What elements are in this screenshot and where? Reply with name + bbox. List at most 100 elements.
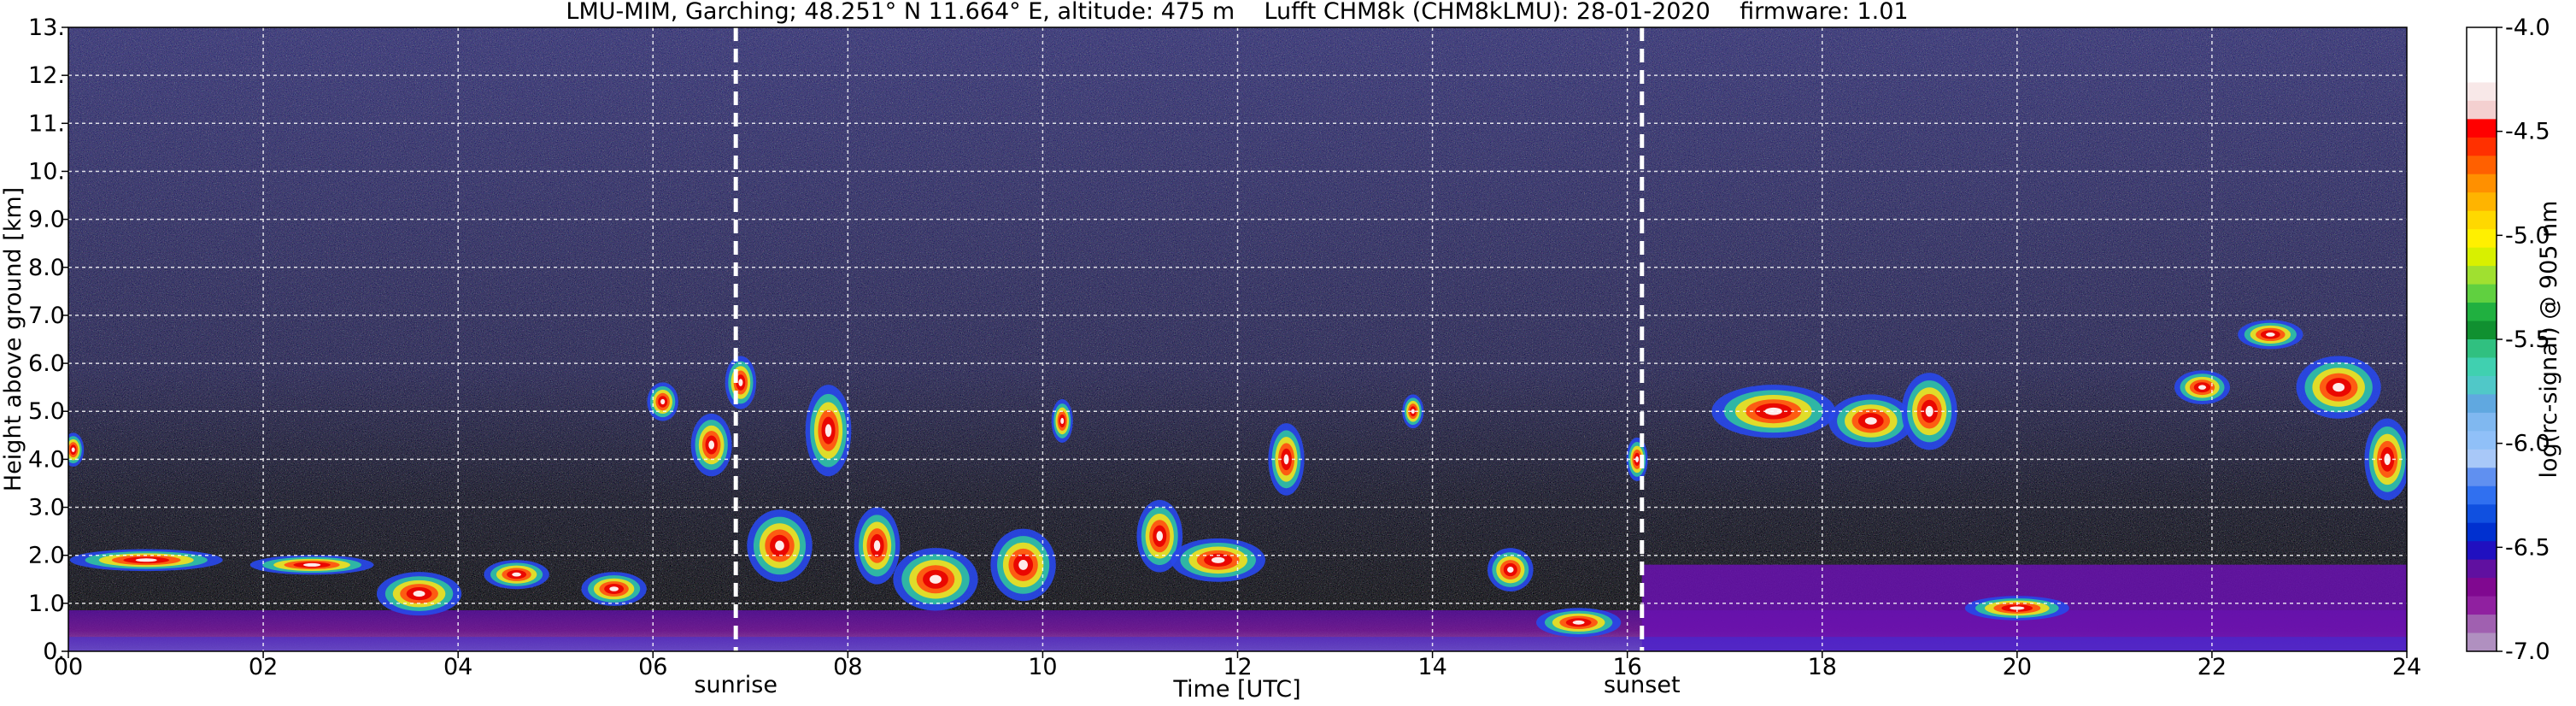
cloud-feature [2238,320,2303,350]
cloud-feature [893,548,978,611]
cloud-shade [1635,456,1640,462]
cloud-feature [68,432,85,467]
colorbar-segment [2467,468,2497,487]
cloud-feature [1488,548,1534,591]
colorbar-segment [2467,357,2497,377]
cloud-feature [990,528,1056,602]
colorbar-segment [2467,431,2497,450]
cloud-shade [609,586,619,591]
colorbar-segment [2467,615,2497,634]
cloud-feature [647,382,678,421]
colorbar-tick-label: -4.5 [2505,119,2550,145]
cloud-feature [2296,356,2381,419]
y-tick-label: 12. [28,62,65,89]
cloud-feature [1136,499,1183,573]
colorbar-tick-label: -4.0 [2505,15,2550,41]
cloud-feature [1051,399,1073,443]
cloud-shade [1018,560,1028,570]
cloud-shade [2010,606,2025,610]
y-tick-label: 9.0 [28,207,65,233]
colorbar-segment [2467,247,2497,267]
colorbar-segment [2467,174,2497,193]
x-tick-label: 04 [443,654,472,680]
sunrise-label: sunrise [694,672,777,698]
cloud-shade [660,398,666,405]
cloud-feature [1828,394,1914,448]
y-tick-label: 11. [28,110,65,137]
cloud-shade [71,447,75,452]
cloud-shade [1864,417,1877,425]
cloud-shade [135,558,157,562]
cloud-shade [2198,385,2207,390]
colorbar-segment [2467,137,2497,156]
x-tick-label: 14 [1417,654,1446,680]
cloud-shade [413,591,425,597]
x-tick-label: 16 [1612,654,1641,680]
cloud-feature [690,413,732,477]
colorbar-segment [2467,210,2497,230]
colorbar-segment [2467,266,2497,285]
colorbar-segment [2467,119,2497,138]
y-tick-label: 3.0 [28,495,65,521]
colorbar-segment [2467,578,2497,597]
x-tick-label: 02 [249,654,278,680]
cloud-shade [1507,566,1514,574]
cloud-feature [1171,538,1266,582]
colorbar-tick-label: -6.5 [2505,534,2550,561]
colorbar-segment [2467,596,2497,615]
x-tick-label: 12 [1223,654,1252,680]
cloud-shade [1572,620,1585,625]
cloud-shade [2265,332,2275,337]
colorbar-tick-label: -6.0 [2505,431,2550,457]
x-tick-label: 10 [1028,654,1057,680]
sunset-label: sunset [1604,672,1681,698]
plot-area [68,27,2407,651]
y-tick-label: 2.0 [28,543,65,569]
colorbar-segment [2467,449,2497,468]
colorbar-segment [2467,412,2497,432]
colorbar-segment [2467,45,2497,65]
cloud-shade [1060,417,1065,425]
cloud-feature [2174,370,2231,404]
cloud-feature [1536,608,1622,638]
colorbar-segment [2467,632,2497,652]
y-tick-label: 0. [43,638,65,665]
y-tick-label: 1.0 [28,591,65,617]
colorbar-segment [2467,321,2497,340]
x-tick-label: 20 [2003,654,2032,680]
colorbar-segment [2467,394,2497,414]
colorbar-segment [2467,522,2497,542]
colorbar-segment [2467,82,2497,102]
x-tick-label: 06 [638,654,667,680]
cloud-feature [747,509,813,582]
y-tick-label: 10. [28,158,65,185]
x-tick-label: 24 [2392,654,2421,680]
cloud-feature [854,507,901,585]
y-tick-label: 4.0 [28,446,65,473]
cloud-feature [484,560,549,590]
cloud-feature [805,385,852,477]
cloud-feature [249,555,374,575]
cloud-feature [581,572,647,606]
y-tick-label: 13. [28,15,65,41]
y-tick-label: 8.0 [28,255,65,281]
colorbar-segment [2467,284,2497,303]
colorbar-segment [2467,541,2497,561]
cloud-shade [1411,409,1415,415]
colorbar-segment [2467,339,2497,359]
cloud-shade [1211,556,1225,563]
colorbar-segment [2467,485,2497,505]
cloud-shade [738,379,743,386]
colorbar-segment [2467,192,2497,212]
cloud-shade [512,572,521,577]
colorbar-segment [2467,27,2497,47]
colorbar-segment [2467,229,2497,249]
cloud-shade [930,574,942,584]
colorbar-segment [2467,559,2497,579]
x-axis-label: Time [UTC] [1172,676,1300,703]
colorbar-segment [2467,303,2497,322]
cloud-shade [873,540,881,551]
colorbar-segment [2467,100,2497,120]
x-tick-label: 18 [1808,654,1837,680]
